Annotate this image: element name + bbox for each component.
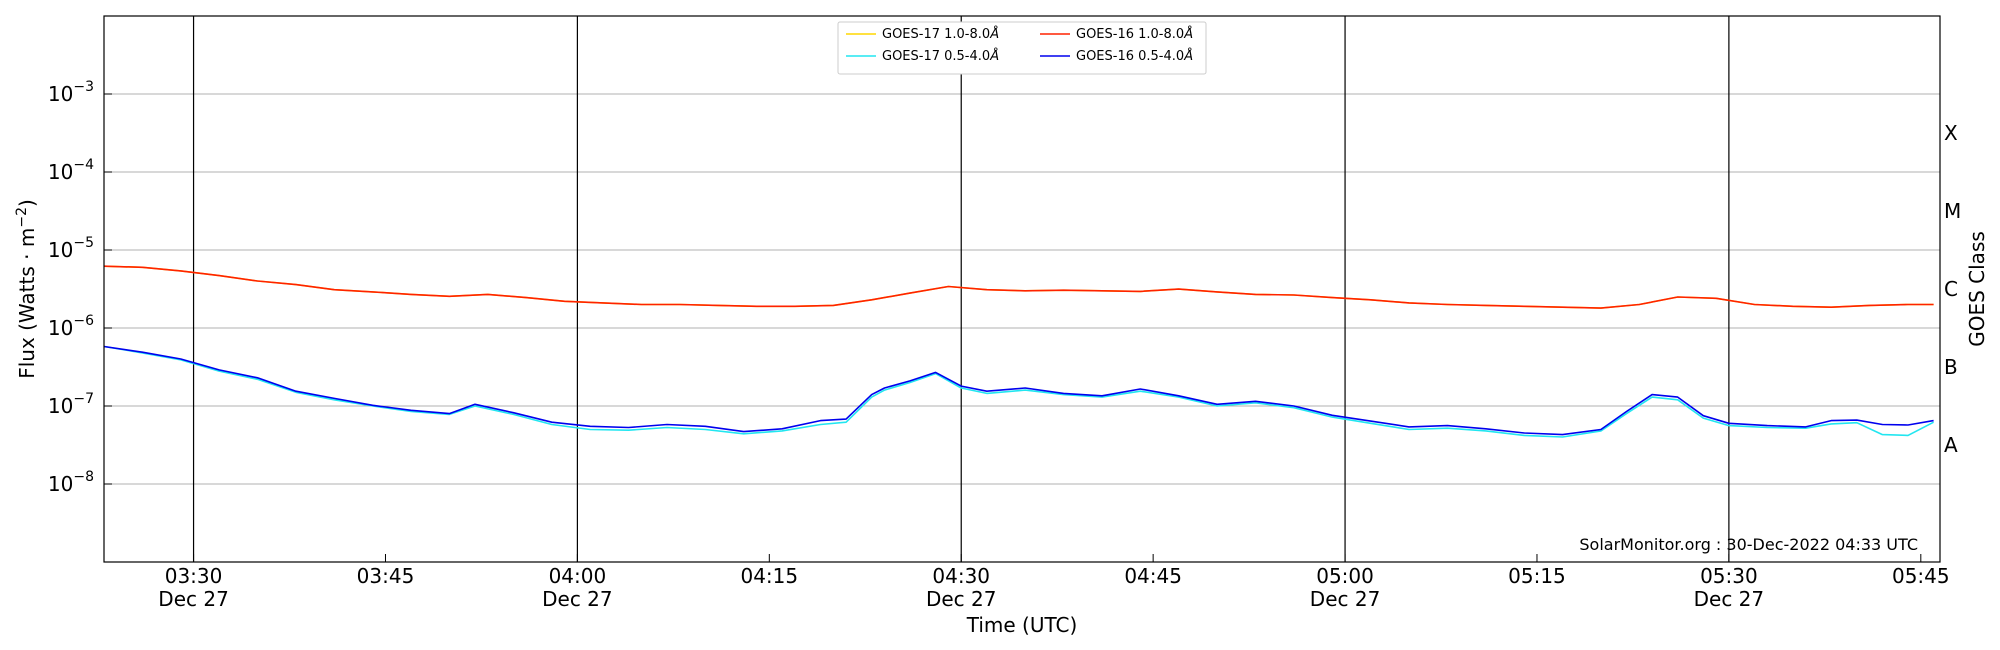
y-tick-label-4: 10−7 — [48, 391, 94, 418]
legend-label-unit-2: Å — [989, 48, 999, 64]
legend-label-name-2: GOES-17 0.5-4.0 — [882, 49, 990, 64]
y-tick-label-5: 10−8 — [48, 469, 94, 496]
x-tick-date-0: Dec 27 — [158, 587, 229, 611]
x-tick-label-6: 05:00 — [1316, 564, 1374, 588]
legend: GOES-17 1.0-8.0Å GOES-16 1.0-8.0ÅGOES-17 … — [837, 21, 1207, 75]
goes-class-C: C — [1944, 277, 1958, 301]
x-tick-label-9: 05:45 — [1892, 564, 1950, 588]
x-tick-date-6: Dec 27 — [1310, 587, 1381, 611]
x-tick-label-1: 03:45 — [357, 564, 415, 588]
y-tick-label-2: 10−5 — [48, 235, 94, 262]
legend-label-0: GOES-17 1.0-8.0Å — [882, 26, 999, 42]
plot-frame — [103, 15, 1941, 563]
y-tick-label-exp-1: −4 — [73, 157, 94, 173]
x-tick-label-3: 04:15 — [740, 564, 798, 588]
plot-background — [104, 16, 1940, 562]
goes-class-axis-title: GOES Class — [1965, 231, 1989, 347]
y-tick-label-base-5: 10 — [48, 472, 73, 496]
x-tick-label-2: 04:00 — [549, 564, 607, 588]
y-tick-label-exp-3: −6 — [73, 313, 94, 329]
y-tick-label-0: 10−3 — [48, 79, 94, 106]
legend-label-2: GOES-17 0.5-4.0Å — [882, 48, 999, 64]
x-axis-title: Time (UTC) — [966, 613, 1078, 637]
x-tick-date-4: Dec 27 — [926, 587, 997, 611]
x-tick-label-8: 05:30 — [1700, 564, 1758, 588]
goes-class-X: X — [1944, 121, 1958, 145]
x-tick-label-5: 04:45 — [1124, 564, 1182, 588]
goes-class-M: M — [1944, 199, 1961, 223]
x-tick-label-7: 05:15 — [1508, 564, 1566, 588]
day-markers — [192, 16, 1730, 562]
legend-label-name-0: GOES-17 1.0-8.0 — [882, 27, 990, 42]
x-tick-date-8: Dec 27 — [1694, 587, 1765, 611]
y-tick-label-3: 10−6 — [48, 313, 94, 340]
legend-label-1: GOES-16 1.0-8.0Å — [1076, 26, 1193, 42]
y-tick-label-base-1: 10 — [48, 160, 73, 184]
y-tick-label-base-4: 10 — [48, 394, 73, 418]
y-axis-title: Flux (Watts · m−2) — [14, 199, 39, 379]
credit-text: SolarMonitor.org : 30-Dec-2022 04:33 UTC — [1579, 535, 1918, 554]
x-tick-date-2: Dec 27 — [542, 587, 613, 611]
y-tick-label-exp-5: −8 — [73, 469, 94, 485]
y-axis-title-prefix: Flux (Watts · m — [15, 228, 39, 379]
legend-label-3: GOES-16 0.5-4.0Å — [1076, 48, 1193, 64]
legend-label-unit-1: Å — [1183, 26, 1193, 42]
goes-class-labels: X M C B A — [1944, 121, 1961, 457]
y-axis-ticks: 10−310−410−510−610−710−8 — [48, 79, 112, 496]
y-axis-title-suffix: ) — [15, 199, 39, 207]
y-tick-label-base-3: 10 — [48, 316, 73, 340]
y-tick-label-exp-2: −5 — [73, 235, 94, 251]
legend-label-unit-3: Å — [1183, 48, 1193, 64]
goes-class-B: B — [1944, 355, 1958, 379]
y-tick-label-exp-4: −7 — [73, 391, 94, 407]
legend-label-name-1: GOES-16 1.0-8.0 — [1076, 27, 1184, 42]
y-axis-title-exponent: −2 — [14, 207, 30, 228]
legend-label-unit-0: Å — [989, 26, 999, 42]
series-line-1 — [103, 265, 1934, 309]
gridlines — [104, 93, 1940, 485]
y-tick-label-1: 10−4 — [48, 157, 94, 184]
x-tick-label-0: 03:30 — [165, 564, 223, 588]
y-tick-label-base-0: 10 — [48, 82, 73, 106]
y-tick-label-exp-0: −3 — [73, 79, 94, 95]
legend-box — [837, 21, 1207, 75]
y-tick-label-base-2: 10 — [48, 238, 73, 262]
series-line-3 — [103, 345, 1934, 436]
goes-class-A: A — [1944, 433, 1958, 457]
legend-label-name-3: GOES-16 0.5-4.0 — [1076, 49, 1184, 64]
series-line-2 — [103, 345, 1934, 438]
series-lines — [103, 265, 1934, 438]
x-tick-label-4: 04:30 — [932, 564, 990, 588]
